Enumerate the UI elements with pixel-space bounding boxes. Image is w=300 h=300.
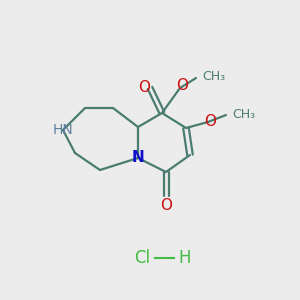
Text: Cl: Cl [134,249,150,267]
Text: O: O [176,79,188,94]
Text: H: H [178,249,190,267]
Text: O: O [204,115,216,130]
Text: HN: HN [52,123,74,137]
Text: O: O [138,80,150,95]
Text: CH₃: CH₃ [232,109,255,122]
Text: CH₃: CH₃ [202,70,225,83]
Text: N: N [132,151,144,166]
Text: O: O [160,198,172,213]
